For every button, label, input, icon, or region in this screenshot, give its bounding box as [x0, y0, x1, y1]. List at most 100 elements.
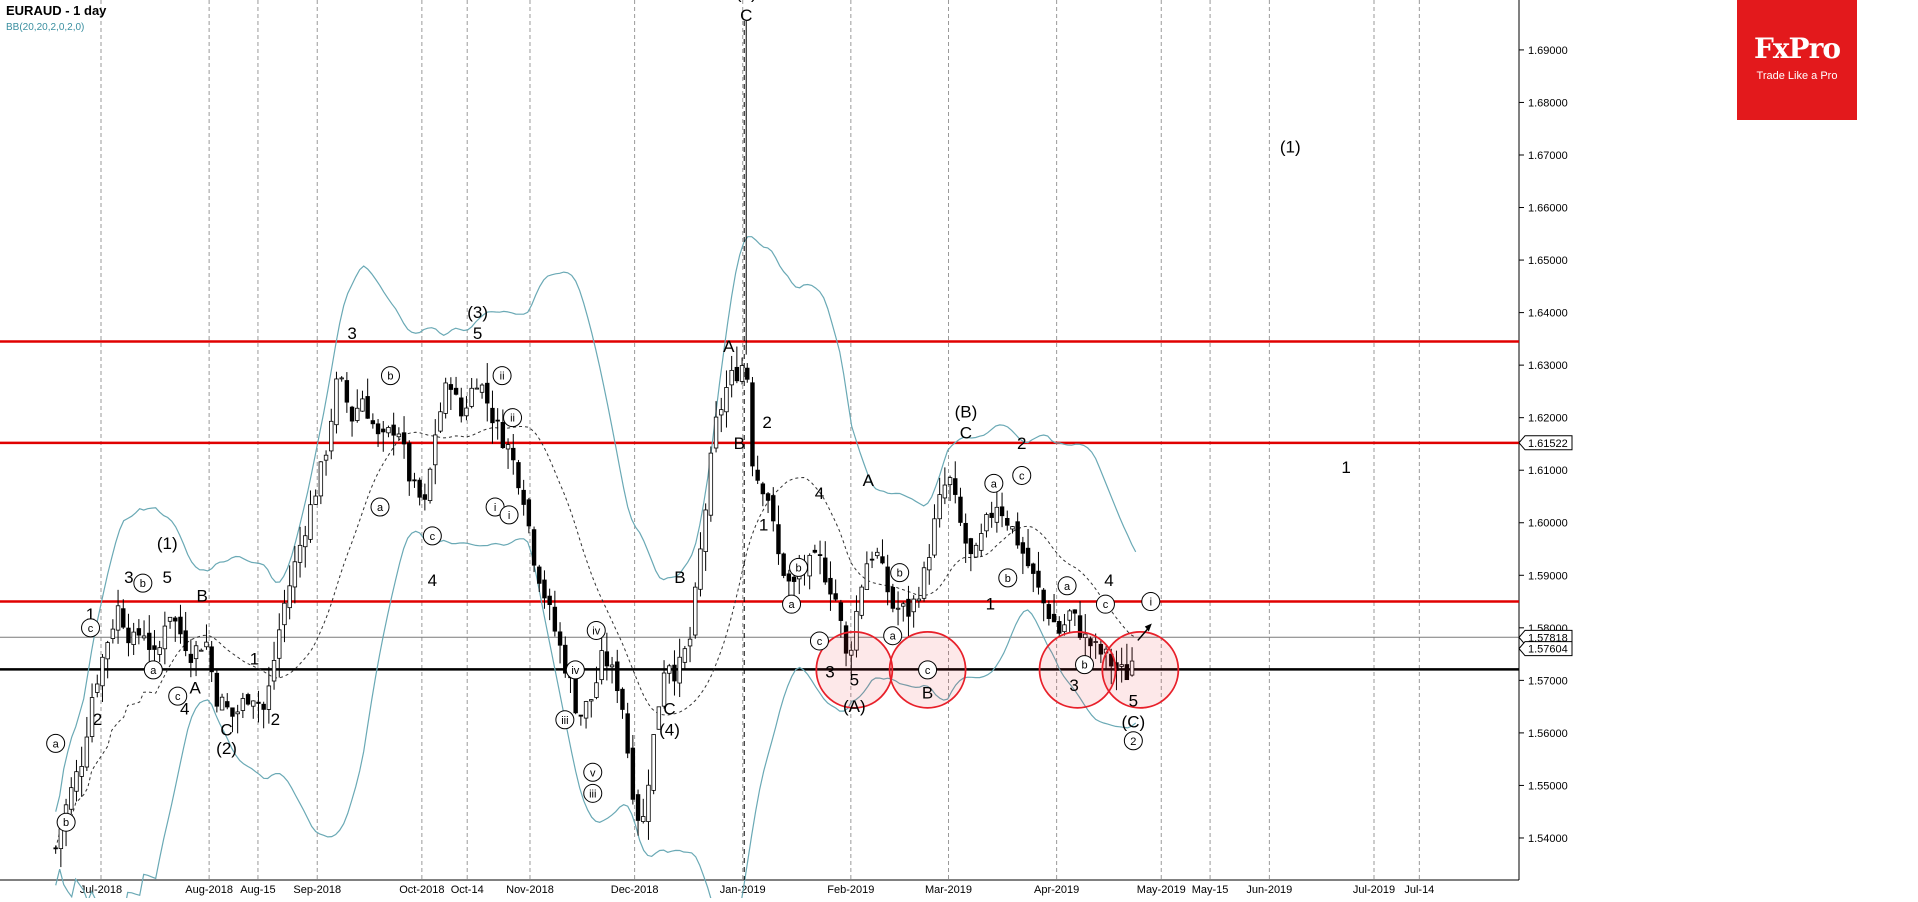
candle: [516, 459, 521, 495]
candle: [1005, 510, 1010, 531]
candle: [318, 461, 324, 505]
candle: [110, 619, 116, 644]
candle: [58, 827, 64, 868]
circled-label-text: c: [88, 623, 94, 635]
bollinger-upper: [55, 236, 1137, 812]
candle-body: [157, 647, 162, 655]
candle-body: [474, 387, 480, 390]
wave-label: A: [863, 471, 875, 490]
candle-body: [760, 483, 766, 495]
candle-body: [864, 563, 870, 590]
candle: [838, 599, 844, 638]
candle-body: [947, 477, 953, 486]
candle-body: [578, 714, 584, 717]
candle-body: [256, 701, 261, 704]
candle: [230, 707, 235, 733]
circled-label-ring: [1095, 594, 1115, 614]
circled-label-text: b: [387, 371, 393, 383]
candle-body: [895, 607, 901, 610]
candle-body: [511, 447, 516, 461]
candle-body: [329, 420, 334, 452]
circled-label-text: a: [890, 631, 897, 643]
candle: [1109, 648, 1114, 685]
candle-body: [531, 529, 537, 566]
candle: [589, 699, 594, 718]
candle-body: [1077, 615, 1083, 638]
circled-label-ring: [143, 660, 163, 680]
candle-body: [625, 713, 630, 754]
candle-body: [890, 586, 896, 609]
y-tick-label: 1.54000: [1528, 833, 1568, 845]
candle-body: [303, 535, 308, 548]
candle-body: [812, 549, 818, 553]
candle-body: [786, 573, 792, 582]
wave-label: (1): [157, 534, 178, 553]
candle-body: [750, 382, 755, 467]
candle: [755, 455, 760, 485]
circled-label-text: iii: [589, 788, 596, 800]
candle: [760, 481, 766, 507]
candle: [469, 377, 474, 409]
candle-body: [349, 406, 355, 422]
highlight-circle: [815, 630, 894, 709]
candle-body: [339, 377, 344, 380]
candle: [245, 692, 251, 706]
x-tick-label: Nov-2018: [506, 884, 554, 896]
wave-label: (2): [216, 739, 237, 758]
circled-wave-label: iv: [565, 660, 585, 680]
candle-body: [589, 699, 594, 702]
candle: [776, 505, 781, 565]
circled-label-ring: [809, 631, 829, 651]
candle: [864, 551, 870, 590]
candle-body: [620, 688, 625, 710]
candle: [833, 579, 838, 602]
y-tick-label: 1.60000: [1528, 518, 1568, 530]
circled-label-text: a: [377, 502, 384, 514]
candle-body: [178, 616, 183, 635]
candle-body: [989, 512, 994, 518]
circled-label-text: b: [1081, 660, 1087, 672]
wave-label: C: [663, 700, 675, 719]
candle-body: [921, 567, 927, 599]
circled-label-ring: [168, 686, 188, 706]
circled-wave-label: b: [998, 568, 1018, 588]
candle: [1046, 600, 1052, 626]
candle: [53, 845, 58, 854]
candle: [105, 640, 110, 679]
candle: [625, 702, 630, 759]
candle: [370, 413, 376, 429]
price-tag: 1.57604: [1518, 641, 1573, 657]
candle: [1057, 616, 1062, 637]
candle: [355, 389, 360, 423]
candle: [989, 501, 994, 528]
candle-body: [1051, 613, 1057, 623]
candle-body: [1062, 624, 1067, 633]
candle-body: [537, 566, 542, 584]
candle-body: [240, 698, 246, 711]
candle-body: [828, 577, 833, 595]
candle: [703, 503, 708, 571]
candle-body: [500, 422, 506, 449]
candle: [630, 735, 636, 805]
circled-wave-label: ii: [492, 366, 512, 386]
x-tick-label: Jul-14: [1404, 884, 1434, 896]
y-tick-label: 1.66000: [1528, 203, 1568, 215]
circled-label-ring: [583, 783, 603, 803]
candle: [381, 421, 386, 452]
wave-label: 1: [250, 650, 259, 669]
candle: [604, 632, 610, 681]
candle-body: [661, 672, 667, 707]
circled-label-text: b: [795, 562, 801, 574]
candle-body: [843, 625, 849, 654]
candle-body: [147, 632, 152, 650]
wave-label: B: [674, 568, 685, 587]
candle: [344, 372, 350, 413]
candle-body: [58, 828, 64, 850]
candle: [916, 586, 922, 608]
y-tick-label: 1.65000: [1528, 255, 1568, 267]
candle-body: [823, 557, 828, 583]
candle: [609, 656, 615, 684]
circled-label-text: a: [53, 738, 60, 750]
candle: [1093, 633, 1098, 659]
candle: [729, 355, 734, 398]
